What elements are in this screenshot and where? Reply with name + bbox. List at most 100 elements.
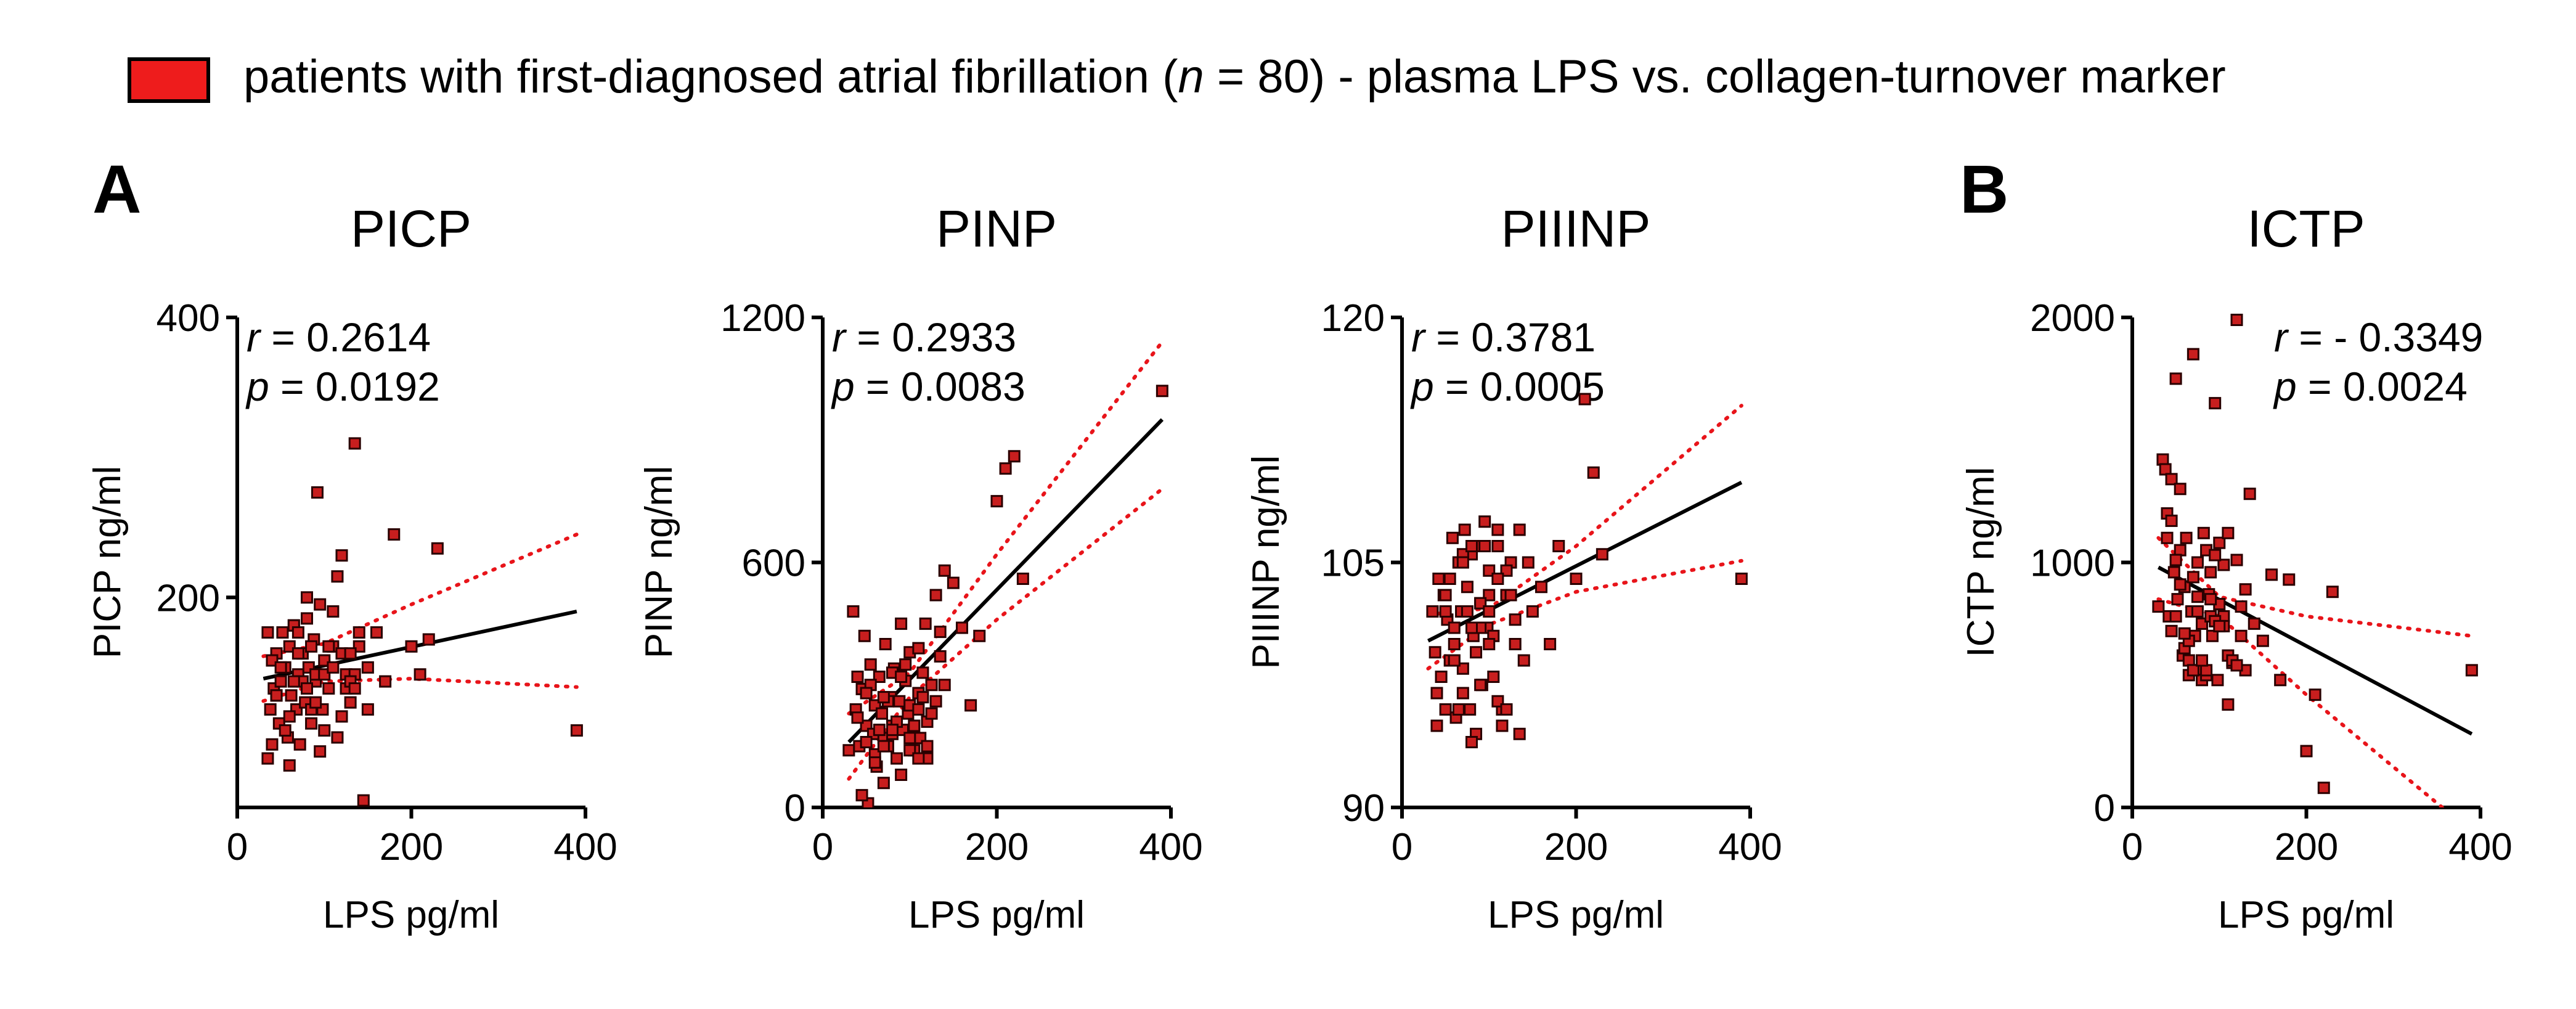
- data-point: [1513, 727, 1526, 740]
- stat-r: r = - 0.3349: [2274, 314, 2483, 360]
- data-point: [1439, 605, 1452, 618]
- x-tick-label: 200: [2275, 826, 2338, 868]
- chart-piiinp: PIIINP PIIINP ng/ml LPS pg/ml r = 0.3781…: [1245, 200, 1782, 936]
- data-point: [2309, 688, 2321, 701]
- data-point: [2222, 698, 2235, 711]
- data-point: [842, 744, 855, 757]
- x-tick-label: 0: [227, 826, 248, 868]
- stat-p-symbol: p: [245, 364, 269, 409]
- x-tick-label: 0: [1392, 826, 1412, 868]
- data-point: [1156, 385, 1168, 398]
- data-point: [361, 661, 374, 674]
- data-point: [1570, 573, 1583, 585]
- regression-line: [263, 610, 577, 680]
- data-point: [2326, 586, 2339, 598]
- data-point: [2180, 531, 2193, 544]
- data-point: [1461, 581, 1473, 594]
- data-point: [1735, 573, 1748, 585]
- data-point: [2169, 610, 2182, 623]
- data-point: [2169, 372, 2182, 385]
- data-point: [331, 731, 344, 744]
- data-point: [1470, 646, 1483, 659]
- y-tick-label: 600: [742, 542, 805, 585]
- stat-r-value: = - 0.3349: [2288, 314, 2483, 360]
- x-axis-title: LPS pg/ml: [1488, 894, 1664, 936]
- data-point: [311, 486, 324, 499]
- data-point: [1491, 573, 1504, 585]
- plot-area: [842, 340, 1168, 807]
- data-point: [877, 777, 890, 790]
- chart-pinp: PINP PINP ng/ml LPS pg/ml r = 0.2933 p =…: [638, 200, 1203, 936]
- data-point: [956, 621, 968, 634]
- data-point: [1487, 671, 1500, 683]
- data-point: [1496, 719, 1509, 732]
- data-point: [309, 696, 322, 709]
- data-point: [934, 626, 947, 639]
- stat-p-symbol: p: [2273, 364, 2297, 409]
- stat-p: p = 0.0083: [831, 364, 1025, 409]
- data-point: [2209, 549, 2222, 562]
- data-point: [1544, 638, 1557, 650]
- data-point: [2174, 483, 2187, 496]
- data-point: [877, 740, 890, 753]
- data-point: [2300, 745, 2313, 758]
- data-point: [851, 671, 864, 683]
- data-point: [873, 724, 886, 737]
- stat-p-value: = 0.0024: [2297, 364, 2468, 409]
- y-tick-label: 120: [1321, 297, 1385, 340]
- data-point: [895, 671, 908, 683]
- data-point: [925, 679, 938, 692]
- data-point: [877, 691, 890, 704]
- data-point: [2235, 629, 2248, 642]
- data-point: [274, 661, 287, 674]
- data-point: [348, 682, 361, 695]
- stat-p-symbol: p: [1410, 364, 1434, 409]
- data-point: [327, 661, 340, 674]
- data-point: [1435, 671, 1448, 683]
- data-point: [1526, 605, 1539, 618]
- data-point: [291, 647, 304, 660]
- data-point: [305, 640, 318, 653]
- data-point: [301, 612, 313, 625]
- data-point: [2222, 526, 2235, 539]
- data-point: [318, 724, 331, 737]
- data-point: [2230, 554, 2243, 566]
- chart-title: PINP: [936, 200, 1057, 258]
- data-point: [1443, 573, 1456, 585]
- plot-area: [1426, 393, 1748, 748]
- data-point: [851, 711, 864, 724]
- data-point: [860, 687, 873, 700]
- data-point: [270, 689, 283, 702]
- data-point: [2165, 514, 2178, 527]
- data-point: [1587, 466, 1600, 479]
- data-point: [2167, 566, 2180, 579]
- data-point: [895, 617, 908, 630]
- data-point: [2161, 531, 2174, 544]
- data-point: [929, 695, 942, 708]
- data-point: [1461, 605, 1473, 618]
- data-point: [855, 789, 868, 802]
- x-axis-title: LPS pg/ml: [2218, 894, 2394, 936]
- plot-area: [261, 437, 583, 807]
- data-point: [287, 675, 300, 688]
- data-point: [279, 724, 291, 737]
- data-point: [1483, 605, 1496, 618]
- data-point: [1465, 621, 1478, 634]
- data-point: [357, 794, 370, 807]
- data-point: [925, 707, 938, 720]
- data-point: [335, 710, 348, 723]
- data-point: [1429, 646, 1441, 659]
- y-tick-label: 0: [785, 787, 805, 830]
- data-point: [422, 633, 435, 646]
- data-point: [2196, 654, 2208, 667]
- panel-label-a: A: [92, 152, 141, 227]
- data-point: [2165, 624, 2178, 637]
- stat-r-value: = 0.3781: [1425, 314, 1596, 360]
- y-axis-title: PINP ng/ml: [638, 466, 680, 658]
- data-point: [916, 666, 929, 679]
- data-point: [919, 617, 932, 630]
- data-point: [912, 703, 925, 716]
- data-point: [2187, 571, 2199, 584]
- data-point: [938, 564, 951, 577]
- data-point: [2248, 617, 2260, 630]
